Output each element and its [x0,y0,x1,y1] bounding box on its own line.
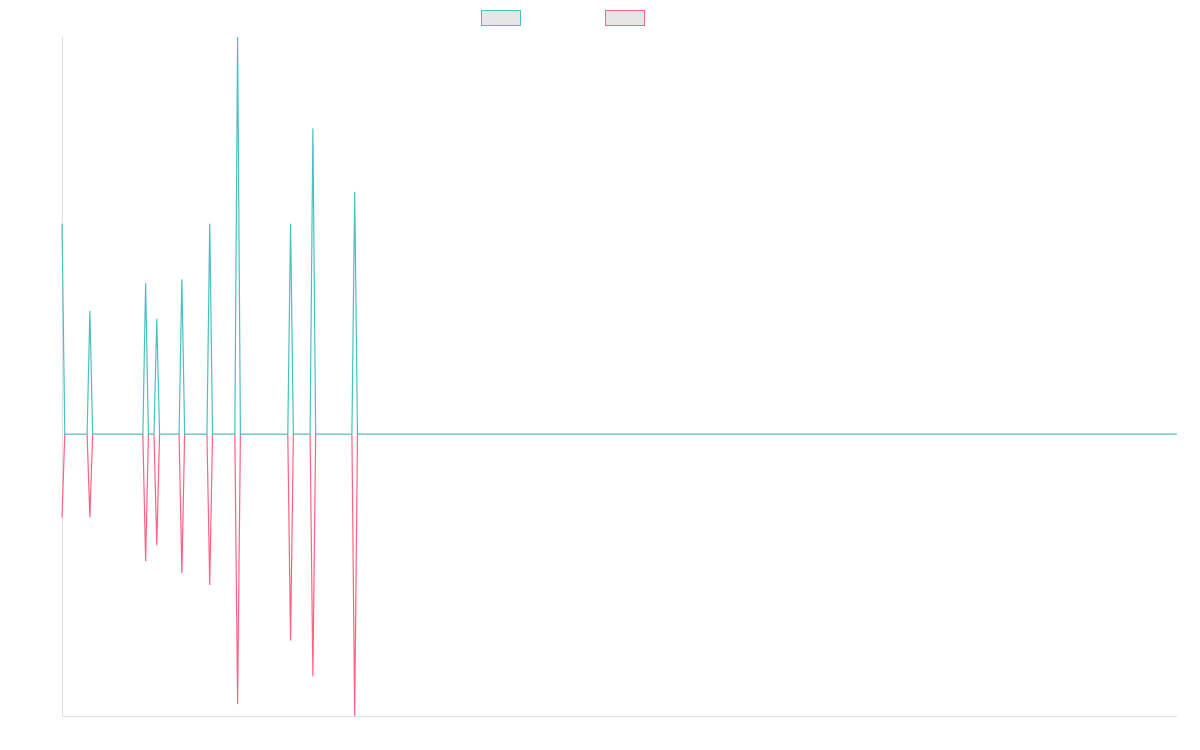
legend-item[interactable] [481,10,521,26]
series-line [61,36,1177,435]
series-line [61,433,1177,717]
legend-item[interactable] [605,10,645,26]
